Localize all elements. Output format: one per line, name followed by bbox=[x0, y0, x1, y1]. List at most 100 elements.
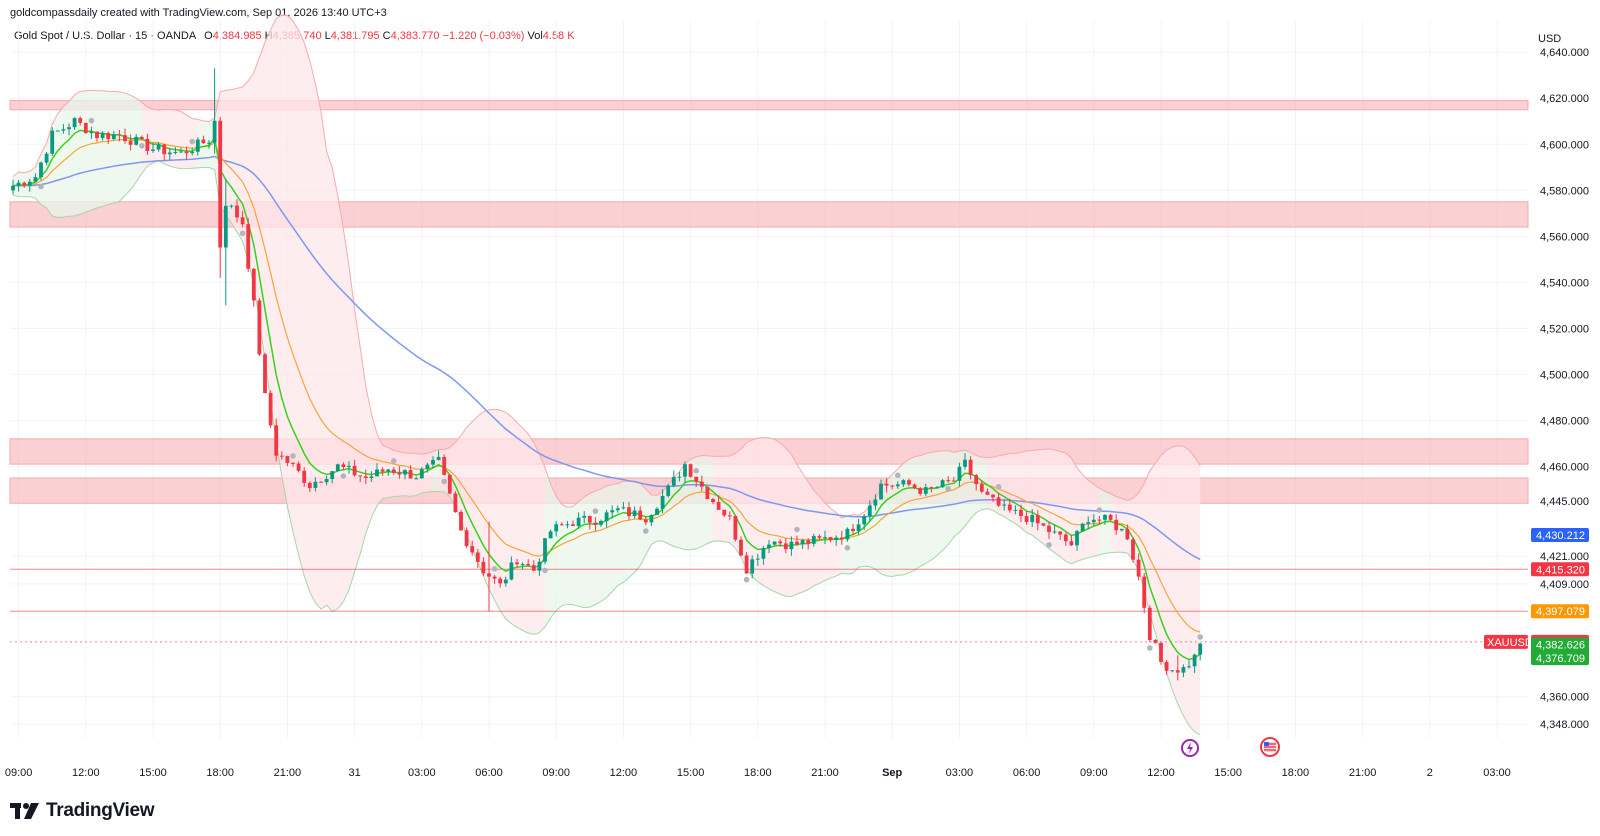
candle-body bbox=[750, 559, 755, 574]
candle bbox=[755, 553, 760, 566]
candle bbox=[895, 481, 900, 489]
candle-body bbox=[778, 541, 783, 544]
time-tick-label: 03:00 bbox=[1483, 767, 1511, 779]
candle-body bbox=[526, 563, 531, 566]
candle-body bbox=[380, 469, 385, 472]
candle-body bbox=[604, 512, 609, 522]
candle-body bbox=[459, 512, 463, 531]
candle bbox=[78, 116, 83, 126]
candle bbox=[1013, 505, 1018, 515]
candle bbox=[151, 142, 155, 153]
candle-body bbox=[727, 515, 732, 517]
lightning-event-icon[interactable] bbox=[1181, 739, 1199, 757]
candle-body bbox=[134, 136, 139, 145]
candle bbox=[167, 148, 172, 160]
candle bbox=[274, 418, 279, 462]
candle-body bbox=[879, 483, 883, 500]
candle-body bbox=[772, 541, 777, 545]
tradingview-brand[interactable]: TradingView bbox=[10, 800, 155, 822]
candle bbox=[1170, 670, 1175, 673]
candle bbox=[1181, 664, 1186, 678]
candle-body bbox=[72, 118, 77, 128]
price-tick-label: 4,421.000 bbox=[1540, 551, 1589, 563]
candle-body bbox=[179, 151, 183, 153]
candle bbox=[834, 535, 839, 546]
candle bbox=[307, 481, 312, 493]
candle-body bbox=[834, 537, 839, 540]
candle-body bbox=[867, 505, 872, 517]
time-tick-label: 12:00 bbox=[610, 767, 638, 779]
currency-label[interactable]: USD bbox=[1538, 33, 1562, 45]
candle bbox=[879, 479, 883, 500]
candle-body bbox=[935, 487, 939, 489]
time-tick-label: Sep bbox=[882, 767, 902, 779]
candle-body bbox=[212, 120, 217, 143]
candle bbox=[711, 497, 715, 505]
time-tick-label: 15:00 bbox=[139, 767, 167, 779]
candle-body bbox=[1142, 576, 1147, 608]
candle-body bbox=[358, 475, 363, 477]
candle-body bbox=[464, 530, 469, 547]
candle-body bbox=[335, 464, 340, 472]
candle-body bbox=[968, 459, 973, 476]
candle-body bbox=[873, 499, 878, 506]
candle bbox=[1041, 523, 1046, 527]
candle bbox=[240, 210, 245, 228]
candle bbox=[235, 199, 239, 223]
band-fill bbox=[841, 450, 988, 577]
candle-body bbox=[425, 464, 430, 470]
ohlc-value: 4.58 K bbox=[542, 30, 575, 42]
candle bbox=[184, 146, 189, 160]
candle bbox=[50, 127, 55, 157]
price-tick-label: 4,540.000 bbox=[1540, 277, 1589, 289]
candle-body bbox=[61, 129, 66, 131]
candle-body bbox=[1114, 519, 1119, 531]
symbol-name[interactable]: Gold Spot / U.S. Dollar · 15 · OANDA bbox=[14, 30, 197, 42]
candle bbox=[643, 516, 648, 526]
candle-body bbox=[1097, 519, 1102, 521]
candle-body bbox=[139, 136, 144, 139]
candle-body bbox=[683, 464, 687, 477]
candle bbox=[1192, 653, 1197, 673]
candle bbox=[44, 151, 49, 166]
band-fill bbox=[141, 102, 198, 174]
candle-body bbox=[291, 462, 295, 464]
band-fill bbox=[438, 409, 545, 635]
candle-body bbox=[369, 476, 374, 479]
candle-body bbox=[554, 524, 559, 532]
candle-body bbox=[974, 475, 979, 485]
candle-body bbox=[845, 528, 850, 540]
horizontal-lines bbox=[10, 568, 1528, 643]
candle-body bbox=[991, 494, 995, 498]
candle-body bbox=[733, 516, 738, 540]
signal-dot bbox=[1046, 542, 1052, 548]
candle-body bbox=[251, 268, 256, 301]
candle-body bbox=[481, 561, 486, 574]
candle-body bbox=[391, 469, 396, 473]
candle bbox=[33, 173, 38, 183]
candle-body bbox=[1002, 504, 1007, 506]
candle bbox=[890, 484, 895, 490]
candle bbox=[106, 131, 111, 145]
candle-body bbox=[207, 142, 211, 144]
candle-body bbox=[156, 144, 161, 150]
candle-body bbox=[1125, 528, 1130, 540]
candle-body bbox=[923, 487, 928, 494]
candle bbox=[246, 218, 251, 272]
candle-body bbox=[341, 464, 346, 468]
candle bbox=[1024, 511, 1029, 525]
us-flag-event-icon[interactable] bbox=[1260, 737, 1280, 757]
candle bbox=[128, 134, 133, 151]
candle bbox=[739, 536, 743, 557]
candle-body bbox=[1024, 516, 1029, 522]
ohlc-key: L bbox=[324, 30, 331, 42]
candle-body bbox=[184, 151, 189, 154]
candle-body bbox=[666, 485, 671, 496]
candle-body bbox=[811, 536, 816, 544]
candle-body bbox=[1159, 642, 1163, 662]
candle-body bbox=[755, 558, 760, 560]
candle-body bbox=[419, 469, 424, 479]
candle bbox=[223, 178, 228, 306]
signal-dot bbox=[1197, 634, 1203, 640]
